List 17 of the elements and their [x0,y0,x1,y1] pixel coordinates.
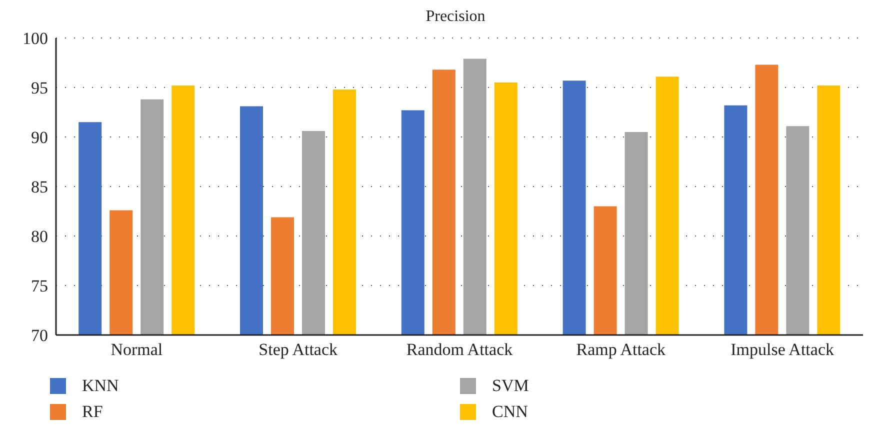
y-tick-label: 100 [22,29,48,48]
x-tick-label: Random Attack [406,340,514,360]
x-tick-label: Step Attack [258,340,338,360]
y-tick-label: 75 [31,276,48,296]
x-tick-label: Impulse Attack [730,340,834,360]
y-tick-label: 90 [31,128,48,148]
y-tick-label: 95 [31,78,48,98]
y-tick-label: 85 [31,178,48,197]
x-tick-label: Normal [110,340,163,360]
y-tick-label: 80 [31,227,48,246]
chart-title: Precision [424,8,486,27]
y-tick-label: 70 [31,326,48,346]
legend-label: CNN [492,402,528,422]
x-tick-label: Ramp Attack [576,340,666,360]
legend-label: SVM [492,376,529,396]
legend-label: KNN [82,376,119,396]
legend-label: RF [82,402,103,422]
